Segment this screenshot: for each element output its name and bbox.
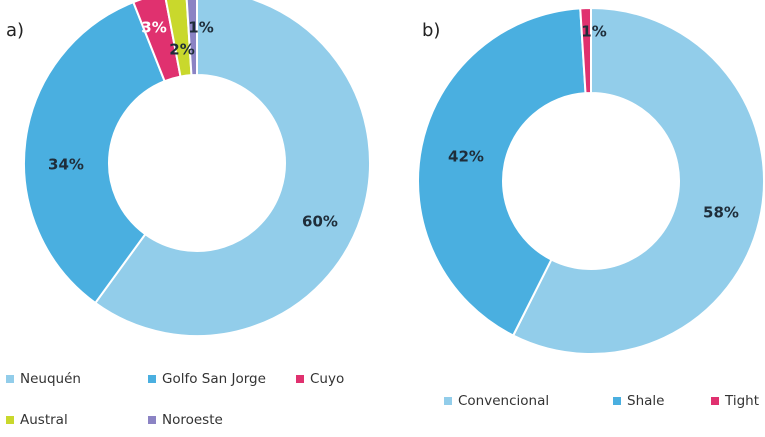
legend-item-golfo-san-jorge: Golfo San Jorge <box>148 371 266 387</box>
legend-swatch-neuquen <box>6 375 14 383</box>
legend-label-noroeste: Noroeste <box>162 412 223 428</box>
donut-slice-shale <box>417 7 587 337</box>
donut-chart-a: a) 60% 34% 3%2% 1% Neuquén Golfo San Jorge Cu… <box>6 0 371 428</box>
data-labels-a: 60% 34% 3%2% 1% <box>48 19 338 231</box>
legend-label-golfo-san-jorge: Golfo San Jorge <box>162 371 266 387</box>
data-label-austral: 2% <box>169 41 194 59</box>
legend-item-noroeste: Noroeste <box>148 412 223 428</box>
legend-swatch-golfo-san-jorge <box>148 375 156 383</box>
donut-slice-golfo-san-jorge <box>23 0 166 305</box>
legend-swatch-austral <box>6 416 14 424</box>
legend-item-austral: Austral <box>6 412 68 428</box>
data-label-convencional: 58% <box>703 204 739 222</box>
donut-slice-noroeste <box>185 0 198 77</box>
legend-swatch-cuyo <box>296 375 304 383</box>
panel-label-b: b) <box>422 20 440 41</box>
legend-item-convencional: Convencional <box>444 393 549 409</box>
legend-item-cuyo: Cuyo <box>296 371 344 387</box>
legend-label-cuyo: Cuyo <box>310 371 344 387</box>
data-label-cuyo: 3% <box>141 19 166 37</box>
legend-a: Neuquén Golfo San Jorge Cuyo Austral Noroest… <box>6 371 344 428</box>
legend-label-neuquen: Neuquén <box>20 371 81 387</box>
donut-chart-b: b) 58% 42% 1% Convencional Shale Tight <box>417 6 765 409</box>
data-label-neuquen: 60% <box>302 213 338 231</box>
panel-label-a: a) <box>6 20 24 41</box>
donut-slices-a <box>23 0 371 337</box>
data-label-noroeste: 1% <box>188 19 213 37</box>
legend-swatch-convencional <box>444 397 452 405</box>
donut-slice-convencional <box>511 6 765 355</box>
donut-slices-b <box>417 6 765 355</box>
legend-label-austral: Austral <box>20 412 68 428</box>
legend-item-tight: Tight <box>711 393 759 409</box>
legend-swatch-tight <box>711 397 719 405</box>
legend-label-convencional: Convencional <box>458 393 549 409</box>
legend-swatch-noroeste <box>148 416 156 424</box>
data-labels-b: 58% 42% 1% <box>448 23 739 222</box>
data-label-tight: 1% <box>581 23 606 41</box>
legend-b: Convencional Shale Tight <box>444 393 759 409</box>
donut-slice-tight <box>579 6 592 95</box>
legend-item-shale: Shale <box>613 393 664 409</box>
data-label-golfo-san-jorge: 34% <box>48 156 84 174</box>
legend-label-tight: Tight <box>724 393 759 409</box>
data-label-shale: 42% <box>448 148 484 166</box>
legend-item-neuquen: Neuquén <box>6 371 81 387</box>
legend-label-shale: Shale <box>627 393 664 409</box>
legend-swatch-shale <box>613 397 621 405</box>
donut-slice-neuquen <box>93 0 371 337</box>
